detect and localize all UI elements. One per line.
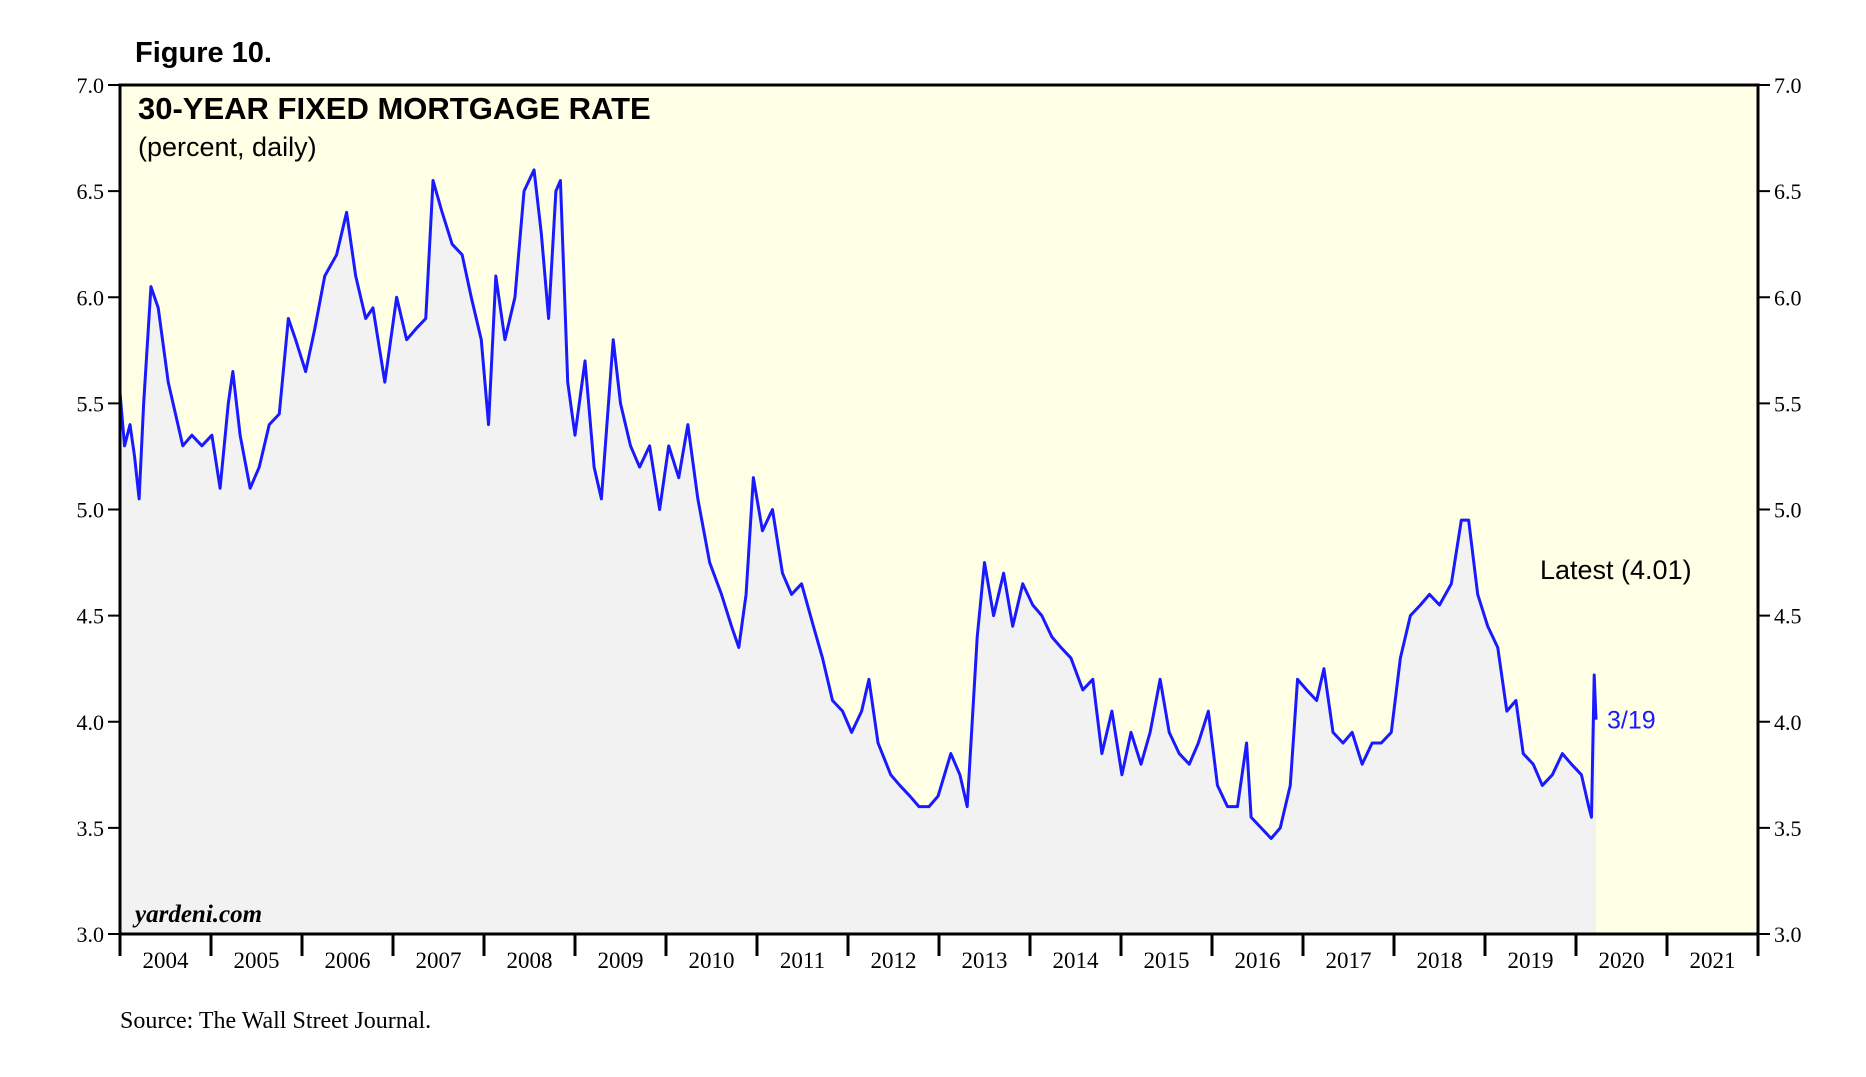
x-tick-label: 2010 [689,948,735,973]
watermark: yardeni.com [132,901,262,928]
area [120,169,1597,934]
chart-title: 30-YEAR FIXED MORTGAGE RATE [138,91,651,126]
x-tick-label: 2013 [962,948,1008,973]
line [118,168,1598,840]
y2-tick-label: 6.5 [1774,179,1802,204]
source: Source: The Wall Street Journal. [120,1008,431,1034]
y-tick-label: 6.0 [77,285,105,310]
x-tick-label: 2018 [1417,948,1463,973]
y-tick-label: 5.0 [77,498,105,523]
y2-tick-label: 6.0 [1774,285,1802,310]
x-tick-label: 2021 [1690,948,1736,973]
y-tick-label: 4.5 [77,604,105,629]
chart-subtitle: (percent, daily) [138,132,317,162]
x-tick-label: 2009 [598,948,644,973]
y-tick-label: 3.5 [77,816,105,841]
x-tick-label: 2011 [780,948,825,973]
x-tick-label: 2012 [871,948,917,973]
y2-tick-label: 3.0 [1774,922,1802,947]
y2-tick-label: 5.0 [1774,498,1802,523]
x-tick-label: 2004 [143,948,190,973]
y-tick-label: 3.0 [77,922,105,947]
y2-tick-label: 5.5 [1774,391,1802,416]
x-tick-label: 2019 [1508,948,1554,973]
x-tick-label: 2017 [1326,948,1372,973]
x-tick-label: 2020 [1599,948,1645,973]
annotation: Latest (4.01) [1540,555,1692,585]
x-tick-label: 2008 [507,948,553,973]
y-tick-label: 7.0 [77,73,105,98]
x-tick-label: 2014 [1053,948,1100,973]
figure-label: Figure 10. [135,37,272,69]
x-tick-label: 2016 [1235,948,1281,973]
y-tick-label: 4.0 [77,710,105,735]
x-tick-label: 2005 [234,948,280,973]
x-tick-label: 2006 [325,948,371,973]
y-tick-label: 6.5 [77,179,105,204]
y2-tick-label: 7.0 [1774,73,1802,98]
y2-tick-label: 3.5 [1774,816,1802,841]
y2-tick-label: 4.5 [1774,604,1802,629]
x-tick-label: 2007 [416,948,462,973]
x-tick-label: 2015 [1144,948,1190,973]
y-tick-label: 5.5 [77,391,105,416]
y2-tick-label: 4.0 [1774,710,1802,735]
latest-label: 3/19 [1607,707,1656,735]
